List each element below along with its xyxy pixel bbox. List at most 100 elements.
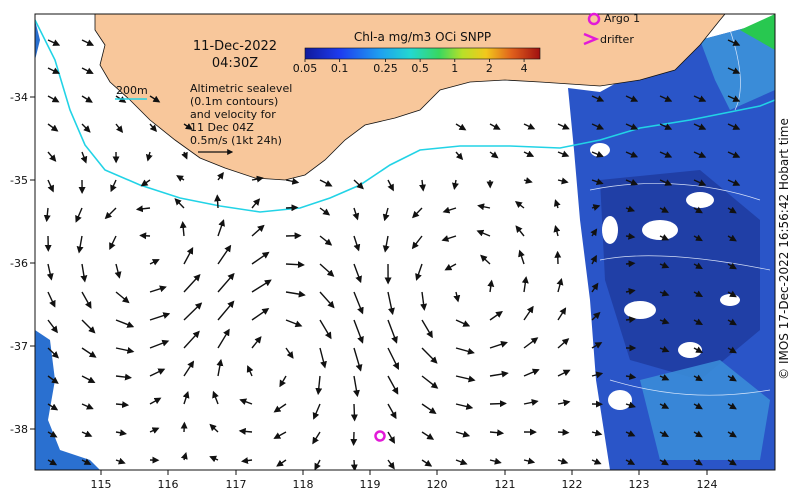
current-vector	[353, 263, 362, 284]
current-vector	[382, 235, 390, 253]
current-vector	[353, 179, 364, 190]
current-vector	[441, 235, 457, 242]
longitude-tick-label: 117	[226, 478, 247, 491]
current-vector	[693, 458, 703, 466]
longitude-tick-label: 119	[360, 478, 381, 491]
current-vector	[489, 341, 508, 349]
drifter-legend-label: drifter	[600, 33, 634, 46]
current-vector	[176, 175, 185, 182]
current-vector	[115, 123, 124, 134]
current-vector	[43, 207, 51, 223]
current-vector	[625, 123, 639, 130]
current-vector	[557, 123, 570, 130]
current-vector	[693, 234, 703, 242]
current-vector	[591, 282, 599, 293]
current-vector	[727, 67, 741, 74]
current-vector	[182, 390, 190, 405]
current-vector	[659, 123, 673, 130]
current-vector	[216, 171, 224, 181]
chlorophyll-patch-east	[568, 14, 775, 470]
time-label: 04:30Z	[211, 56, 259, 71]
current-vector	[387, 179, 394, 192]
current-vector	[625, 260, 636, 268]
current-vector	[251, 175, 264, 183]
current-vector	[149, 123, 158, 133]
current-vector	[149, 259, 160, 266]
current-vector	[489, 370, 509, 378]
current-vector	[523, 177, 533, 184]
current-vector	[476, 229, 491, 237]
current-vector	[727, 39, 741, 46]
current-vectors	[43, 39, 741, 470]
current-vector	[149, 427, 160, 434]
argo-legend-label: Argo 1	[604, 12, 641, 25]
current-vector	[46, 263, 54, 281]
current-vector	[109, 235, 117, 250]
colorbar-tick-label: 4	[521, 62, 528, 75]
current-vector	[47, 151, 57, 162]
current-vector	[81, 458, 92, 465]
drifter-legend-marker	[583, 32, 600, 46]
current-vector	[487, 279, 495, 293]
current-vector	[591, 311, 601, 321]
credit-line: © IMOS 17-Dec-2022 16:56:42 Hobart time	[777, 118, 791, 380]
altimetry-line: (0.1m contours)	[190, 95, 279, 108]
current-vector	[81, 375, 96, 383]
argo-float[interactable]	[374, 430, 386, 442]
current-vector	[81, 67, 94, 74]
current-vector	[693, 374, 703, 382]
current-vector	[139, 232, 151, 240]
current-vector	[515, 225, 525, 237]
current-vector	[557, 150, 570, 158]
current-vector	[47, 375, 59, 384]
current-vector	[421, 319, 433, 339]
current-vector	[47, 291, 56, 308]
current-vector	[523, 398, 539, 406]
current-vector	[727, 458, 737, 466]
current-vector	[115, 457, 126, 465]
current-vector	[591, 123, 605, 130]
current-vector	[455, 375, 476, 383]
current-vector	[285, 177, 300, 185]
current-vector	[591, 204, 601, 211]
current-vector	[411, 235, 423, 250]
current-vector	[47, 95, 60, 103]
current-vector	[80, 151, 88, 164]
current-vector	[557, 457, 569, 465]
current-vector	[149, 95, 161, 103]
current-vector	[212, 390, 219, 405]
altimetry-line: and velocity for	[190, 108, 276, 121]
current-vector	[47, 123, 59, 132]
current-vector	[523, 305, 534, 321]
current-vector	[47, 39, 61, 46]
current-vector	[557, 177, 569, 185]
current-vector	[285, 319, 303, 328]
current-vector	[81, 430, 93, 437]
current-vector	[480, 254, 491, 265]
current-vector	[693, 346, 704, 353]
current-vector	[727, 123, 741, 130]
current-vector	[315, 375, 323, 396]
current-vector	[251, 224, 265, 237]
argo-legend-marker	[587, 12, 601, 26]
current-vector	[183, 273, 201, 293]
current-vector	[285, 347, 294, 359]
longitude-axis: 115 116 117 118 119 120 121 122 123 124	[91, 470, 718, 491]
current-vector	[80, 263, 88, 283]
current-vector	[442, 206, 457, 214]
current-vector	[693, 430, 703, 438]
current-vector	[217, 272, 235, 293]
current-vector	[727, 206, 737, 214]
current-vector	[214, 194, 222, 209]
current-vector	[114, 263, 122, 279]
longitude-tick-label: 122	[562, 478, 583, 491]
depth-contour-label: 200m	[116, 84, 148, 97]
current-vector	[489, 123, 501, 130]
current-vector	[659, 345, 670, 353]
current-vector	[251, 308, 270, 321]
current-vector	[217, 328, 230, 349]
current-vector	[420, 291, 428, 311]
current-vector	[591, 429, 603, 437]
current-vector	[285, 261, 305, 269]
current-vector	[523, 123, 536, 130]
